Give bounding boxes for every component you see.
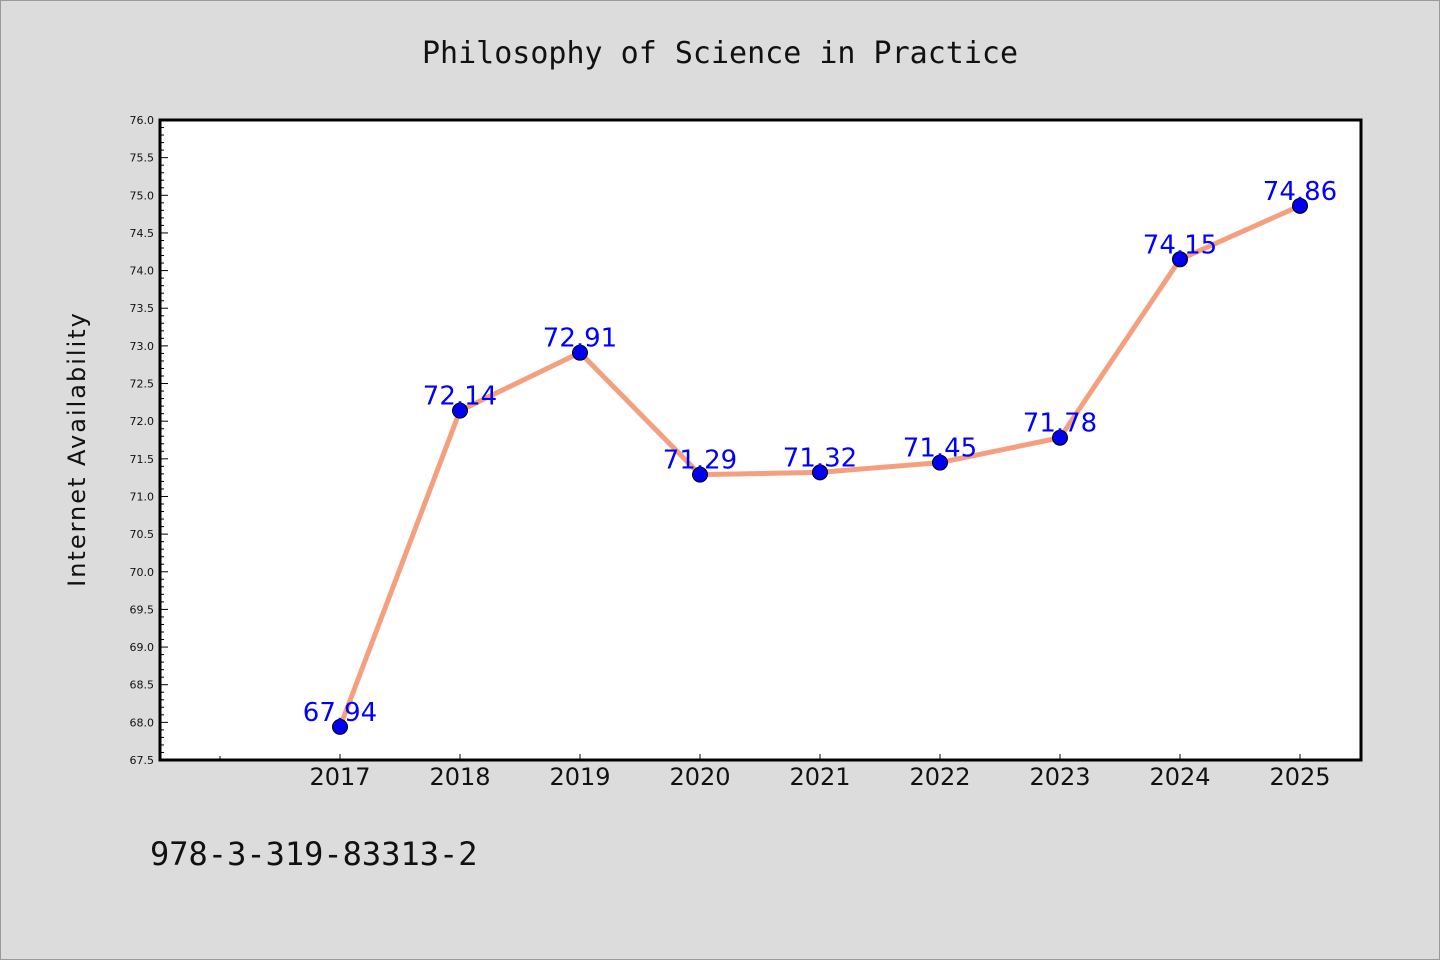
x-tick-label: 2023 (1029, 763, 1090, 791)
y-tick-label: 69.0 (130, 641, 155, 654)
x-tick-label: 2025 (1269, 763, 1330, 791)
data-point (452, 402, 468, 419)
data-labels-group: 67.94 72.14 72.91 71.29 71.32 71.45 71.78 74.15… (303, 177, 1337, 728)
data-point (1292, 197, 1308, 214)
x-tick-label: 2019 (549, 763, 610, 791)
data-point (1052, 429, 1068, 446)
y-tick-label: 74.5 (130, 227, 155, 240)
y-tick-label: 70.5 (130, 528, 155, 541)
y-tick-label: 72.0 (130, 415, 155, 428)
series-group (332, 197, 1308, 735)
y-tick-label: 73.5 (130, 302, 155, 315)
plot-area (158, 118, 1363, 762)
y-tick-label: 74.0 (130, 265, 155, 278)
y-tick-label: 68.0 (130, 716, 155, 729)
data-label: 71.45 (903, 434, 977, 464)
data-label: 74.86 (1263, 177, 1337, 207)
data-label: 72.91 (543, 324, 617, 354)
chart-title: Philosophy of Science in Practice (422, 36, 1018, 71)
data-point (812, 464, 828, 481)
data-point (572, 344, 588, 361)
y-tick-label: 75.0 (130, 189, 155, 202)
x-tick-label: 2024 (1149, 763, 1210, 791)
y-axis: 67.5 68.0 68.5 69.0 69.5 70.0 70.5 71.0 71.5 72.0… (130, 114, 168, 767)
y-tick-label: 69.5 (130, 603, 155, 616)
data-label: 67.94 (303, 698, 377, 728)
x-tick-label: 2020 (669, 763, 730, 791)
y-tick-label: 73.0 (130, 340, 155, 353)
data-label: 71.29 (663, 446, 737, 476)
data-label: 74.15 (1143, 230, 1217, 260)
data-label: 71.78 (1023, 409, 1097, 439)
y-tick-label: 75.5 (130, 152, 155, 165)
y-tick-label: 76.0 (130, 114, 155, 127)
y-tick-label: 67.5 (130, 754, 155, 767)
data-point (932, 454, 948, 471)
data-point (332, 718, 348, 735)
data-label: 72.14 (423, 382, 497, 412)
x-tick-label: 2018 (429, 763, 490, 791)
isbn-text: 978-3-319-83313-2 (150, 835, 478, 873)
x-tick-label: 2022 (909, 763, 970, 791)
data-label: 71.32 (783, 443, 857, 473)
y-tick-label: 70.0 (130, 566, 155, 579)
y-tick-label: 71.5 (130, 453, 155, 466)
x-tick-label: 2017 (309, 763, 370, 791)
y-tick-label: 72.5 (130, 378, 155, 391)
x-tick-label: 2021 (789, 763, 850, 791)
y-tick-label: 71.0 (130, 490, 155, 503)
x-axis: 2017 2018 2019 2020 2021 2022 2023 2024 2025 (219, 754, 1331, 791)
data-point (692, 466, 708, 483)
y-tick-label: 68.5 (130, 679, 155, 692)
data-point (1172, 251, 1188, 268)
y-axis-label: Internet Availability (63, 311, 91, 587)
